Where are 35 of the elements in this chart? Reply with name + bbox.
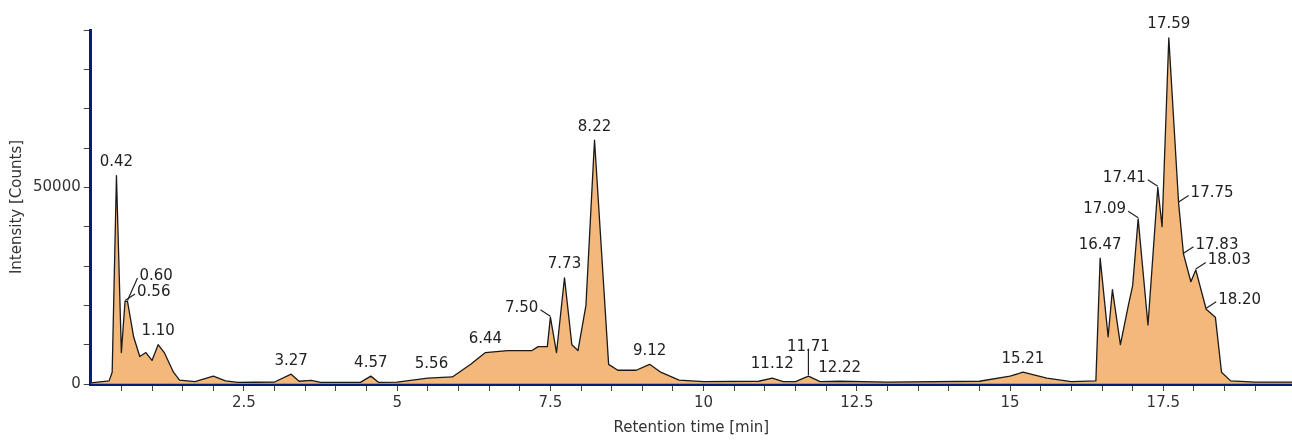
x-tick-label: 10: [694, 392, 714, 411]
x-tick-label: 12.5: [840, 392, 874, 411]
annotation: 5.56: [414, 354, 449, 373]
y-axis-title: Intensity [Counts]: [6, 139, 25, 275]
annotation: 3.27: [274, 350, 308, 369]
x-tick-label: 5: [392, 392, 402, 411]
annotation: 18.20: [1218, 289, 1262, 308]
annotation: 1.10: [141, 321, 175, 340]
x-tick-label: 17.5: [1146, 392, 1180, 411]
annotation: 17.59: [1147, 14, 1191, 33]
annotation: 17.09: [1083, 199, 1127, 218]
annotation: 0.56: [137, 281, 171, 300]
y-tick-label: 0: [71, 373, 81, 392]
annotation: 7.50: [504, 297, 539, 316]
annotation: 4.57: [354, 352, 388, 371]
annotation: 7.73: [547, 254, 582, 273]
x-tick-label: 15: [1000, 392, 1020, 411]
annotation: 11.12: [750, 354, 794, 373]
x-tick-label: 7.5: [538, 392, 563, 411]
annotation: 18.03: [1207, 250, 1251, 269]
annotation: 16.47: [1078, 234, 1122, 253]
annotation: 17.41: [1102, 167, 1146, 186]
x-tick-label: 2.5: [232, 392, 256, 411]
x-axis-title: Retention time [min]: [613, 417, 770, 436]
annotation: 9.12: [632, 340, 667, 359]
y-tick-label: 50000: [33, 177, 81, 196]
annotation: 0.60: [139, 265, 173, 284]
annotation: 6.44: [468, 328, 503, 347]
annotation: 8.22: [577, 116, 612, 135]
annotation: 0.42: [99, 151, 134, 170]
annotation: 11.71: [786, 336, 830, 355]
annotation: 17.83: [1195, 234, 1239, 253]
annotation: 15.21: [1001, 348, 1045, 367]
annotation: 17.75: [1190, 183, 1234, 202]
annotation: 12.22: [818, 357, 862, 376]
